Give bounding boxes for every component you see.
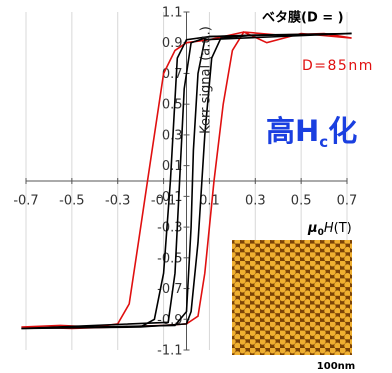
y-tick-label: -0.3 [157, 221, 182, 236]
x-tick-label: 0.5 [291, 194, 312, 209]
annotation: D=85nm [302, 58, 374, 74]
highlight-sub: c [319, 133, 328, 151]
highlight-tail: 化 [328, 114, 357, 148]
x-label-unit: (T) [334, 221, 352, 236]
x-label-symbol: μ [307, 221, 318, 236]
y-tick-label: -1.1 [157, 344, 182, 359]
x-tick-label: 0.3 [245, 194, 266, 209]
x-tick-label: 0.1 [199, 194, 220, 209]
y-tick-label: 1.1 [162, 6, 183, 21]
highlight: 高Hc化 [266, 114, 357, 151]
chart: -0.7-0.5-0.3-0.10.10.30.50.71.10.90.70.5… [0, 0, 392, 373]
x-tick-label: 0.7 [337, 194, 358, 209]
x-tick-label: -0.7 [13, 194, 38, 209]
x-label-var: H [324, 221, 334, 236]
afm-image [232, 240, 352, 355]
y-tick-label: 0.5 [162, 98, 183, 113]
chart-title: ベタ膜(D = ) [262, 10, 344, 26]
y-tick-label: 0.9 [162, 36, 183, 51]
y-tick-label: -0.5 [157, 251, 182, 266]
x-tick-label: -0.5 [59, 194, 84, 209]
highlight-main: 高H [266, 114, 319, 148]
x-tick-label: -0.3 [105, 194, 130, 209]
scale-bar-label: 100nm [317, 361, 355, 372]
x-axis-label: μ0H(T) [307, 221, 352, 238]
y-axis-label: Kerr signal (a.u.) [199, 26, 214, 134]
